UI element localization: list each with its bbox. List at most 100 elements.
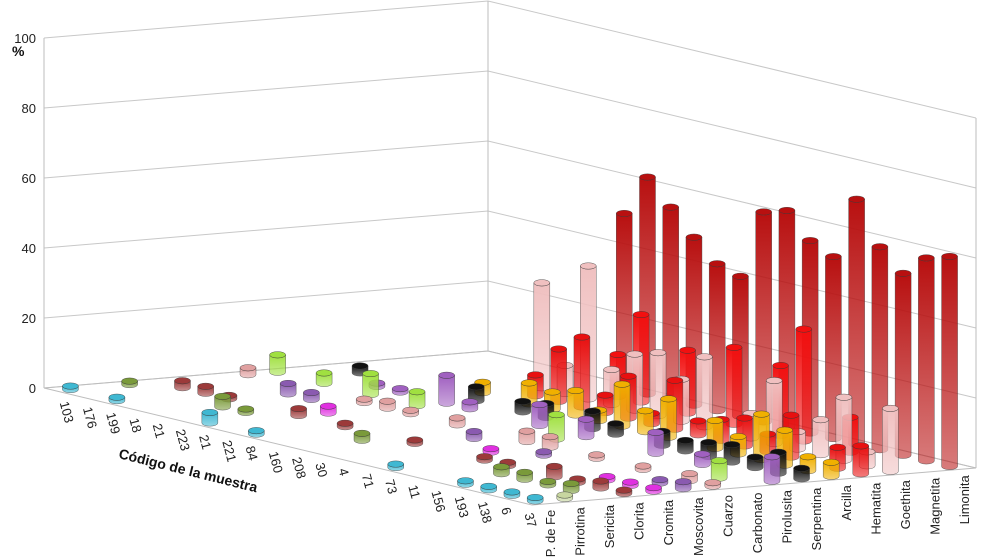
bar-Clorita-176: [174, 377, 191, 392]
x-axis-labels: 103 176 199 18 21 223 21 221 84 160 208 30 471 73 11 15…: [57, 400, 540, 529]
bar-Pirolusita-37: [763, 453, 781, 485]
bar-P. de Fe-193: [457, 477, 474, 488]
bar-Carbonato-6: [710, 457, 728, 482]
bar-Cuarzo-193: [634, 462, 652, 473]
bar-Moscovita-18: [279, 380, 297, 398]
bar-Sericita-21: [214, 393, 231, 411]
bar-Sericita-6: [562, 480, 580, 494]
bar-Clorita-193: [546, 462, 563, 481]
bar-P. de Fe-73: [387, 460, 404, 471]
x-tick-label: 193: [452, 494, 472, 519]
x-tick-label: 138: [475, 500, 495, 525]
x-tick-label: 11: [405, 483, 423, 500]
bar-Carbonato-103: [269, 351, 286, 376]
bar-Clorita-21: [290, 405, 307, 419]
bar-P. de Fe-103: [62, 382, 79, 393]
bar-Moscovita-37: [674, 478, 692, 493]
bar-Moscovita-73: [535, 448, 552, 459]
bar-Cuarzo-11: [588, 451, 605, 462]
series-label: Hematita: [868, 482, 883, 535]
bar-Hematita-37: [852, 442, 869, 478]
bar-Arcilla-4: [637, 407, 654, 436]
series-label: Moscovita: [691, 497, 706, 556]
bar-P. de Fe-84: [248, 427, 265, 438]
bar-Serpentina-84: [514, 398, 531, 416]
bar-Cromita-37: [645, 484, 662, 495]
chart-bars: [62, 173, 958, 505]
bar-Cromita-21: [320, 402, 337, 417]
bar-Arcilla-160: [567, 387, 584, 419]
bar-Pirolusita-21: [391, 385, 409, 396]
x-tick-label: 4: [336, 467, 352, 478]
y-tick-label: 20: [22, 311, 36, 326]
y-tick-label: 40: [22, 241, 36, 256]
x-tick-label: 208: [289, 455, 309, 480]
y-axis: 0 20 40 60 80 100: [14, 31, 36, 396]
x-tick-label: 103: [57, 400, 77, 425]
y-tick-label: 0: [29, 381, 36, 396]
bar-Clorita-84: [336, 419, 354, 431]
bar-P. de Fe-199: [108, 393, 126, 405]
series-label: Sericita: [602, 504, 617, 548]
bar-Limonita-193: [871, 243, 889, 454]
bar-Serpentina-138: [746, 453, 764, 472]
bar-Limonita-21: [616, 210, 633, 392]
x-tick-label: 156: [429, 489, 449, 514]
bar-Pirolusita-208: [531, 401, 548, 429]
bar-P. de Fe-138: [480, 482, 497, 494]
bar-Pirolusita-193: [694, 450, 711, 468]
x-tick-label: 221: [219, 439, 239, 464]
bar-Arcilla-193: [753, 410, 770, 463]
y-tick-label: 100: [14, 31, 36, 46]
bar-Cuarzo-4: [518, 427, 536, 445]
bar-Cuarzo-221: [402, 406, 419, 418]
series-label: P. de Fe: [543, 510, 558, 557]
x-tick-label: 18: [126, 416, 144, 434]
bar-Serpentina-37: [793, 464, 810, 483]
x-tick-label: 199: [103, 411, 123, 436]
bar-Carbonato-199: [315, 369, 333, 387]
bar-P. de Fe-21: [201, 409, 219, 427]
bar-Limonita-138: [894, 269, 912, 459]
bar-Serpentina-11: [677, 437, 694, 455]
series-label: Magnetita: [928, 477, 943, 535]
bar-Limonita-156: [848, 195, 865, 448]
y-tick-label: 80: [22, 101, 36, 116]
bar-Carbonato-21: [408, 388, 426, 410]
x-tick-label: 176: [80, 405, 100, 430]
series-axis-labels: P. de Fe Pirrotina Sericita Clorita Cromita M…: [543, 474, 972, 557]
bar-Sericita-138: [539, 478, 557, 489]
x-tick-label: 160: [266, 450, 286, 475]
bar-Cuarzo-160: [448, 414, 466, 429]
bar-Goethita-193: [812, 416, 829, 459]
y-tick-label: 60: [22, 171, 36, 186]
y-axis-title: %: [12, 43, 25, 59]
bar-Pirolusita-221: [461, 398, 479, 413]
x-tick-label: 84: [243, 444, 261, 462]
bar-Arcilla-30: [613, 380, 631, 430]
bar-Goethita-4: [696, 353, 713, 431]
bar-Cuarzo-37: [704, 479, 721, 490]
bar-Moscovita-30: [465, 428, 483, 442]
bar-Hematita-71: [689, 417, 707, 439]
bar-Cuarzo-103: [239, 364, 257, 379]
series-label: Pirolusita: [780, 489, 795, 543]
x-tick-label: 21: [150, 422, 168, 440]
bar-Clorita-199: [197, 382, 214, 397]
bar-Sericita-208: [353, 429, 371, 444]
series-label: Arcilla: [839, 484, 854, 520]
bar-Magnetita-4: [725, 343, 743, 428]
x-tick-label: 21: [196, 433, 214, 451]
bar-Moscovita-21: [303, 389, 320, 403]
bar-Limonita-6: [918, 254, 935, 465]
bar-P. de Fe-6: [503, 488, 521, 499]
bar-Sericita-223: [237, 405, 255, 416]
bar-Carbonato-21: [362, 370, 379, 398]
x-tick-label: 223: [173, 428, 193, 453]
series-label: Serpentina: [809, 487, 824, 551]
bar-Cuarzo-223: [356, 395, 373, 406]
x-tick-label: 73: [382, 478, 400, 496]
x-tick-label: 6: [498, 506, 514, 517]
bar-Cuarzo-71: [541, 433, 559, 451]
bar-Sericita-103: [121, 377, 138, 388]
